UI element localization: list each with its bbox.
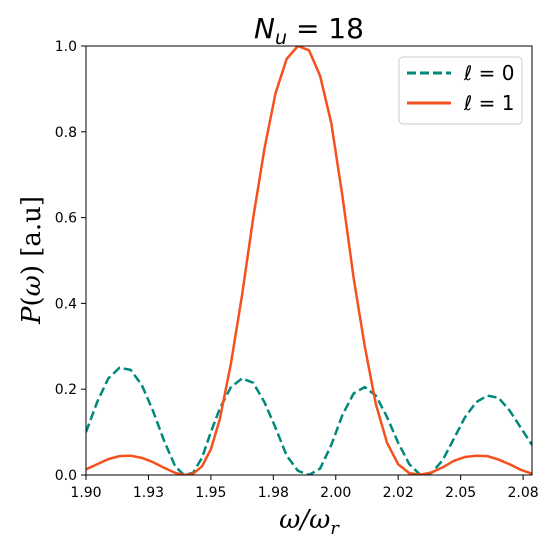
y-tick-label: 0.0 <box>55 468 77 484</box>
y-tick-label: 0.2 <box>55 382 77 398</box>
series-line-l1 <box>86 46 532 475</box>
legend-box <box>398 56 523 125</box>
x-axis-label: ω/ωr <box>279 505 340 539</box>
axes-frame <box>85 45 533 476</box>
y-tick-label: 1.0 <box>55 39 77 55</box>
x-tick-label: 1.90 <box>70 485 101 501</box>
series-line-l0 <box>86 366 532 475</box>
x-tick-label: 2.05 <box>445 485 476 501</box>
x-tick-label: 1.95 <box>195 485 226 501</box>
y-tick-label: 0.6 <box>55 211 77 227</box>
y-axis-label: P(ω) [a.u] <box>17 196 47 325</box>
y-tick-label: 0.8 <box>55 125 77 141</box>
legend: ℓ = 0 ℓ = 1 <box>398 56 523 125</box>
chart-title: Nu = 18 <box>254 12 364 49</box>
legend-label-l0: ℓ = 0 <box>463 61 514 85</box>
x-tick-label: 2.02 <box>383 485 414 501</box>
x-tick-label: 2.00 <box>320 485 351 501</box>
y-tick-label: 0.4 <box>55 296 77 312</box>
plot-area <box>86 46 532 475</box>
x-tick-label: 1.98 <box>258 485 289 501</box>
x-tick-label: 2.08 <box>507 485 538 501</box>
legend-label-l1: ℓ = 1 <box>463 91 514 115</box>
x-tick-label: 1.93 <box>133 485 164 501</box>
